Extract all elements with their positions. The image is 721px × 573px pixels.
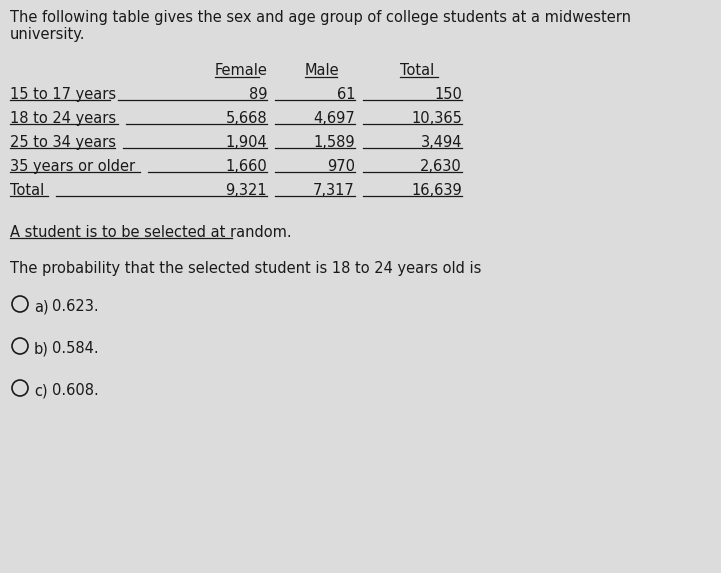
Text: 61: 61 — [337, 87, 355, 102]
Text: 1,660: 1,660 — [225, 159, 267, 174]
Text: Total: Total — [400, 63, 434, 78]
Text: Male: Male — [305, 63, 340, 78]
Text: 10,365: 10,365 — [411, 111, 462, 126]
Text: 0.608.: 0.608. — [52, 383, 99, 398]
Text: 1,904: 1,904 — [225, 135, 267, 150]
Text: The probability that the selected student is 18 to 24 years old is: The probability that the selected studen… — [10, 261, 482, 276]
Text: 35 years or older: 35 years or older — [10, 159, 135, 174]
Text: 25 to 34 years: 25 to 34 years — [10, 135, 116, 150]
Text: The following table gives the sex and age group of college students at a midwest: The following table gives the sex and ag… — [10, 10, 631, 25]
Text: university.: university. — [10, 27, 86, 42]
Text: 18 to 24 years: 18 to 24 years — [10, 111, 116, 126]
Text: 89: 89 — [249, 87, 267, 102]
Text: 2,630: 2,630 — [420, 159, 462, 174]
Text: 0.584.: 0.584. — [52, 341, 99, 356]
Text: 5,668: 5,668 — [226, 111, 267, 126]
Text: 150: 150 — [434, 87, 462, 102]
Text: a): a) — [34, 299, 48, 314]
Text: 9,321: 9,321 — [226, 183, 267, 198]
Text: 1,589: 1,589 — [314, 135, 355, 150]
Text: 4,697: 4,697 — [313, 111, 355, 126]
Text: Female: Female — [215, 63, 268, 78]
Text: c): c) — [34, 383, 48, 398]
Text: 0.623.: 0.623. — [52, 299, 99, 314]
Text: Total: Total — [10, 183, 44, 198]
Text: A student is to be selected at random.: A student is to be selected at random. — [10, 225, 291, 240]
Text: b): b) — [34, 341, 49, 356]
Text: 970: 970 — [327, 159, 355, 174]
Text: 16,639: 16,639 — [411, 183, 462, 198]
Text: 7,317: 7,317 — [313, 183, 355, 198]
Text: 3,494: 3,494 — [420, 135, 462, 150]
Text: 15 to 17 years: 15 to 17 years — [10, 87, 116, 102]
